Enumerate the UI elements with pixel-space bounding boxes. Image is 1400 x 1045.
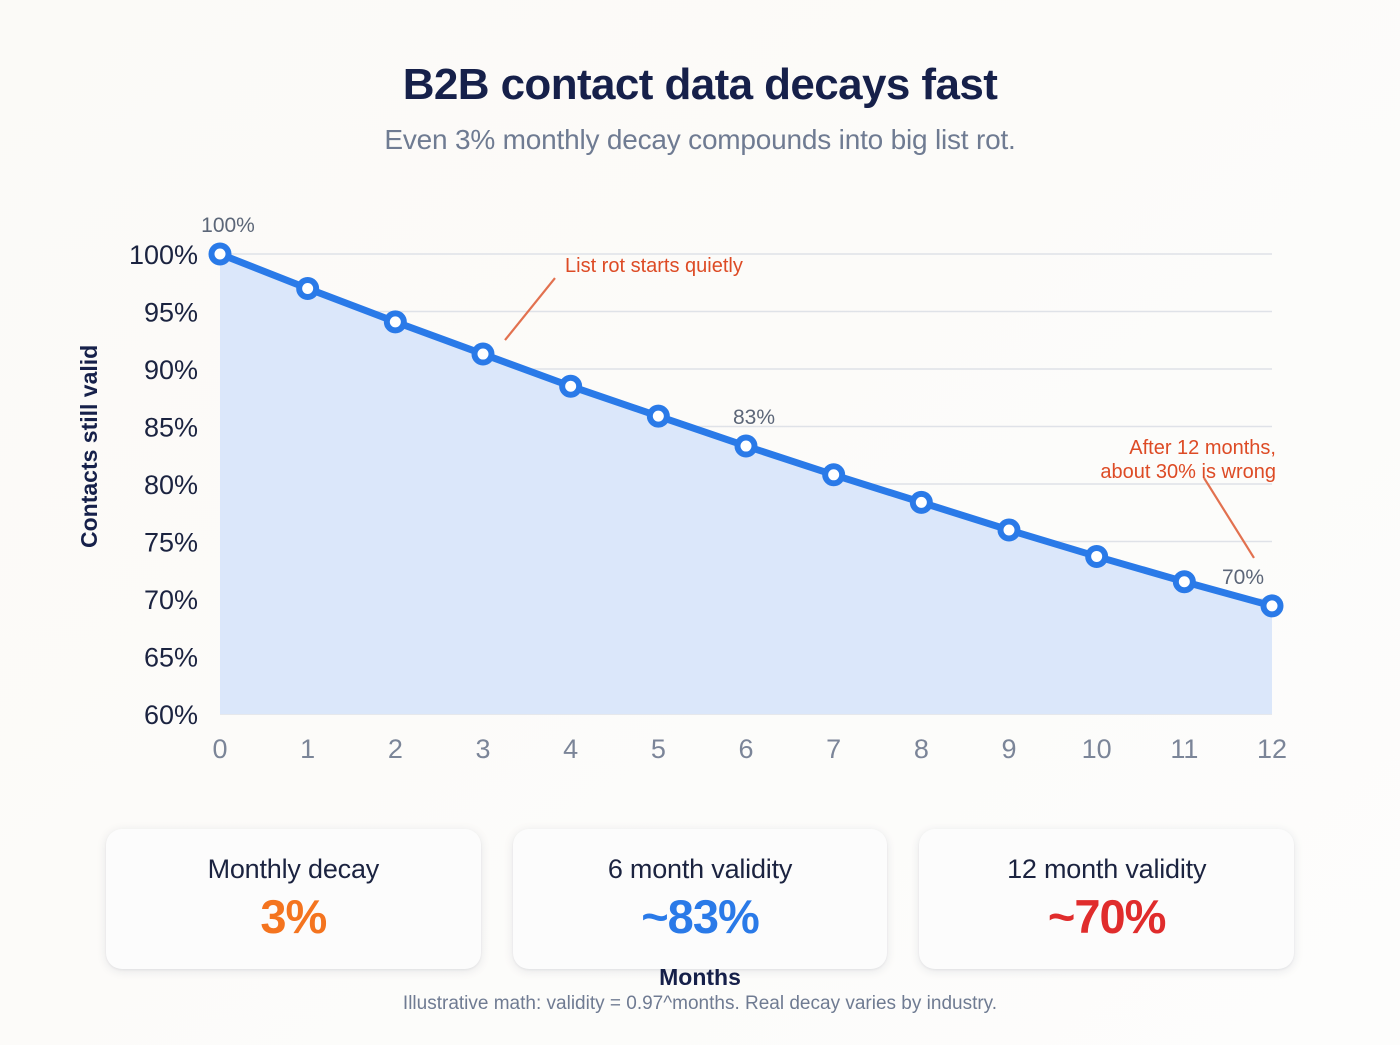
stat-card-label: 12 month validity: [1007, 854, 1207, 884]
x-tick-label: 8: [914, 734, 929, 764]
point-value-label: 83%: [733, 406, 775, 429]
data-point-marker: [997, 518, 1021, 542]
stat-card-monthly-decay: Monthly decay 3%: [106, 829, 481, 969]
data-point-marker: [208, 242, 232, 266]
data-point-marker: [909, 490, 933, 514]
x-tick-label: 7: [826, 734, 841, 764]
x-tick-label: 9: [1001, 734, 1016, 764]
y-tick-label: 90%: [144, 355, 198, 385]
stat-card-label: Monthly decay: [207, 854, 380, 884]
x-tick-label: 5: [651, 734, 666, 764]
stat-card-value: 3%: [260, 890, 327, 943]
data-point-marker: [822, 463, 846, 487]
x-tick-label: 10: [1082, 734, 1112, 764]
annotation-leader-line-1: [504, 277, 556, 341]
data-point-marker: [1085, 544, 1109, 568]
x-tick-label: 1: [300, 734, 315, 764]
data-point-marker: [734, 434, 758, 458]
x-tick-label: 0: [212, 734, 227, 764]
data-point-marker: [1260, 594, 1284, 618]
annotation-list-rot: List rot starts quietly: [504, 255, 743, 341]
data-point-marker: [383, 310, 407, 334]
x-tick-label: 6: [738, 734, 753, 764]
y-tick-label: 60%: [144, 700, 198, 730]
x-tick-labels: 0 1 2 3 4 5 6 7 8 9 10 11 12: [212, 734, 1287, 764]
annotation-text-2-line1: After 12 months,: [1129, 437, 1276, 459]
data-point-marker: [646, 404, 670, 428]
y-tick-label: 85%: [144, 413, 198, 443]
y-tick-label: 70%: [144, 585, 198, 615]
stat-card-value: ~83%: [641, 890, 760, 943]
y-tick-label: 75%: [144, 528, 198, 558]
annotation-text-1: List rot starts quietly: [565, 255, 743, 277]
header: B2B contact data decays fast Even 3% mon…: [0, 60, 1400, 156]
x-tick-label: 12: [1257, 734, 1287, 764]
stat-card-12-month-validity: 12 month validity ~70%: [919, 829, 1295, 969]
data-point-marker: [296, 277, 320, 300]
y-tick-label: 80%: [144, 470, 198, 500]
y-tick-label: 65%: [144, 643, 198, 673]
stat-card-row: Monthly decay 3% 6 month validity ~83% 1…: [106, 829, 1295, 969]
y-tick-label: 100%: [129, 240, 198, 270]
data-point-marker: [1172, 570, 1196, 594]
footnote: Illustrative math: validity = 0.97^month…: [402, 993, 998, 1014]
chart-container: Contacts still valid Months 100% 95% 90% 85…: [0, 196, 1400, 990]
point-value-label: 100%: [201, 214, 255, 237]
x-tick-label: 11: [1170, 734, 1198, 764]
stat-card-value: ~70%: [1047, 890, 1167, 943]
y-tick-labels: 100% 95% 90% 85% 80% 75% 70% 65% 60%: [129, 240, 198, 730]
x-tick-label: 3: [475, 734, 490, 764]
x-tick-label: 2: [388, 734, 403, 764]
x-tick-label: 4: [563, 734, 578, 764]
page-subtitle: Even 3% monthly decay compounds into big…: [384, 124, 1016, 155]
stat-card-label: 6 month validity: [607, 854, 793, 884]
y-tick-label: 95%: [144, 298, 198, 328]
data-point-marker: [471, 342, 495, 366]
annotation-leader-line-2: [1203, 477, 1255, 559]
point-value-labels: 100% 83% 70%: [201, 214, 1264, 589]
point-value-label: 70%: [1222, 566, 1264, 589]
area-fill: [220, 254, 1272, 714]
data-point-marker: [559, 374, 583, 398]
stat-card-6-month-validity: 6 month validity ~83%: [512, 829, 888, 969]
page-title: B2B contact data decays fast: [402, 60, 998, 109]
data-markers: [208, 242, 1284, 618]
annotation-after-12-months: After 12 months, about 30% is wrong: [1100, 437, 1276, 559]
annotation-text-2-line2: about 30% is wrong: [1100, 461, 1276, 483]
